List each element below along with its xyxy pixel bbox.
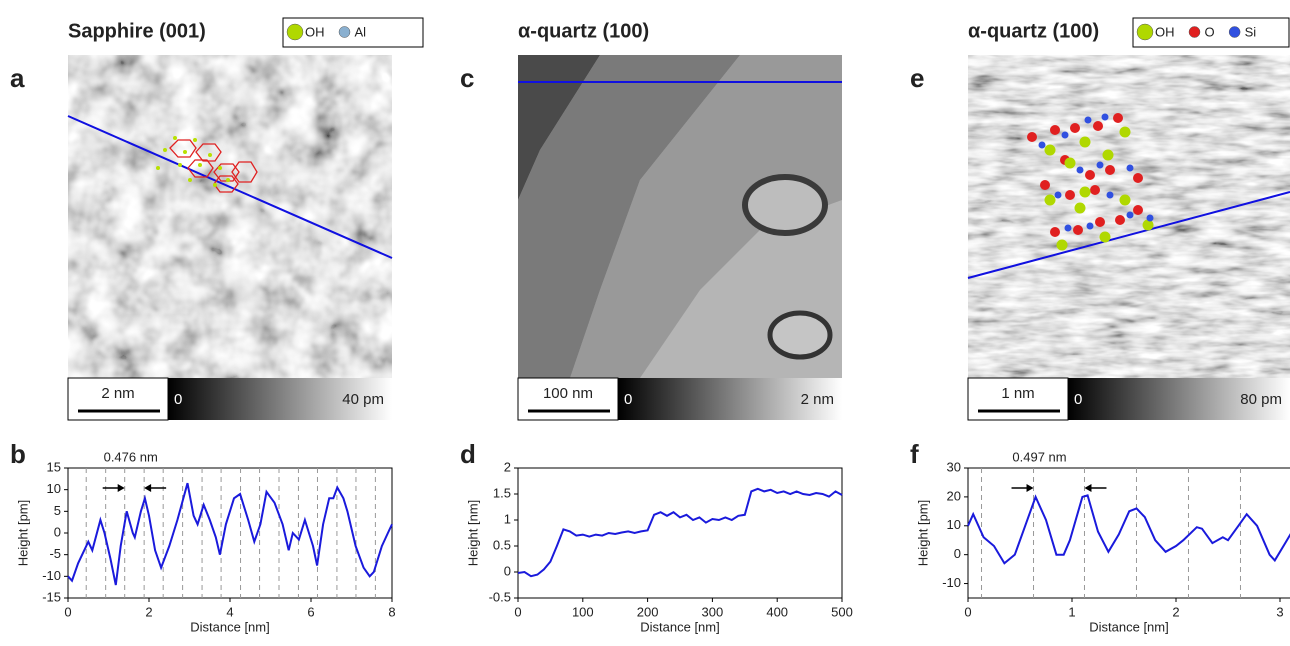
plot-frame — [517, 467, 843, 599]
y-tick-label: 1.5 — [493, 485, 511, 500]
x-axis-label: Distance [nm] — [190, 619, 269, 634]
y-tick-label: 15 — [47, 459, 61, 474]
colorbar-max: 40 pm — [342, 391, 384, 408]
x-tick-label: 6 — [307, 604, 314, 619]
y-tick-label: 0 — [954, 546, 961, 561]
legend-box — [282, 17, 424, 48]
x-tick-label: 300 — [702, 604, 724, 619]
scale-label: 100 nm — [543, 385, 593, 402]
y-tick-label: 30 — [947, 459, 961, 474]
legend-label: O — [1205, 24, 1215, 39]
data-line — [67, 482, 393, 586]
afm-image — [518, 55, 842, 378]
x-tick-label: 4 — [226, 604, 233, 619]
panel-letter: e — [910, 63, 924, 93]
arrow-head — [1026, 484, 1034, 492]
panel-letter: d — [460, 439, 476, 469]
y-tick-label: -10 — [942, 575, 961, 590]
x-axis-label: Distance [nm] — [1089, 619, 1168, 634]
scale-box — [517, 377, 619, 421]
y-axis-label: Height [pm] — [915, 500, 930, 566]
y-tick-label: -0.5 — [489, 589, 511, 604]
y-tick-label: 0.5 — [493, 537, 511, 552]
y-tick-label: 0 — [504, 563, 511, 578]
x-tick-label: 500 — [831, 604, 853, 619]
x-axis-label: Distance [nm] — [640, 619, 719, 634]
y-tick-label: 0 — [54, 524, 61, 539]
colorbar-max: 80 pm — [1240, 391, 1282, 408]
arrow-head — [1084, 484, 1092, 492]
colorbar — [618, 378, 842, 420]
arrow-head — [117, 484, 125, 492]
scale-label: 2 nm — [101, 385, 134, 402]
arrow-head — [144, 484, 152, 492]
legend-label: OH — [1155, 24, 1175, 39]
legend-dot — [338, 26, 351, 38]
panel-letter: a — [10, 63, 25, 93]
y-tick-label: 2 — [504, 459, 511, 474]
colorbar — [168, 378, 392, 420]
legend-dot — [286, 23, 304, 41]
x-tick-label: 3 — [1276, 604, 1283, 619]
y-axis-label: Height [nm] — [465, 500, 480, 566]
x-tick-label: 0 — [64, 604, 71, 619]
annotation: 0.497 nm — [1012, 449, 1066, 464]
data-line — [517, 487, 843, 578]
x-tick-label: 100 — [572, 604, 594, 619]
y-tick-label: 5 — [54, 503, 61, 518]
y-axis-label: Height [pm] — [15, 500, 30, 566]
legend-box — [1132, 17, 1290, 48]
y-tick-label: 1 — [504, 511, 511, 526]
panel-letter: c — [460, 63, 474, 93]
profile-line — [967, 191, 1290, 279]
legend-dot — [1136, 23, 1154, 41]
colorbar-max: 2 nm — [801, 391, 834, 408]
y-tick-label: -10 — [42, 568, 61, 583]
panel-title: α-quartz (100) — [518, 20, 649, 42]
x-tick-label: 400 — [766, 604, 788, 619]
crystal-overlay — [1027, 113, 1154, 251]
panel-letter: f — [910, 439, 919, 469]
panel-title: α-quartz (100) — [968, 20, 1099, 42]
x-tick-label: 0 — [964, 604, 971, 619]
data-line — [967, 494, 1290, 565]
legend-label: Si — [1245, 24, 1257, 39]
y-tick-label: 10 — [47, 481, 61, 496]
x-tick-label: 200 — [637, 604, 659, 619]
x-tick-label: 1 — [1068, 604, 1075, 619]
scale-box — [967, 377, 1069, 421]
legend-label: OH — [305, 24, 325, 39]
panel-title: Sapphire (001) — [68, 20, 206, 42]
panel-letter: b — [10, 439, 26, 469]
colorbar-min: 0 — [1074, 391, 1082, 408]
colorbar-min: 0 — [624, 391, 632, 408]
x-tick-label: 0 — [514, 604, 521, 619]
x-tick-label: 8 — [388, 604, 395, 619]
x-tick-label: 2 — [145, 604, 152, 619]
legend-label: Al — [355, 24, 367, 39]
profile-line — [67, 115, 393, 259]
y-tick-label: 10 — [947, 517, 961, 532]
y-tick-label: -5 — [49, 546, 61, 561]
afm-image — [68, 55, 392, 378]
legend-dot — [1188, 26, 1201, 38]
y-tick-label: -15 — [42, 589, 61, 604]
hexagon-overlay — [169, 139, 258, 193]
colorbar-min: 0 — [174, 391, 182, 408]
legend-dot — [1228, 26, 1241, 38]
annotation: 0.476 nm — [104, 449, 158, 464]
x-tick-label: 2 — [1172, 604, 1179, 619]
scale-label: 1 nm — [1001, 385, 1034, 402]
colorbar — [1068, 378, 1290, 420]
y-tick-label: 20 — [947, 488, 961, 503]
oh-dots — [156, 136, 230, 187]
